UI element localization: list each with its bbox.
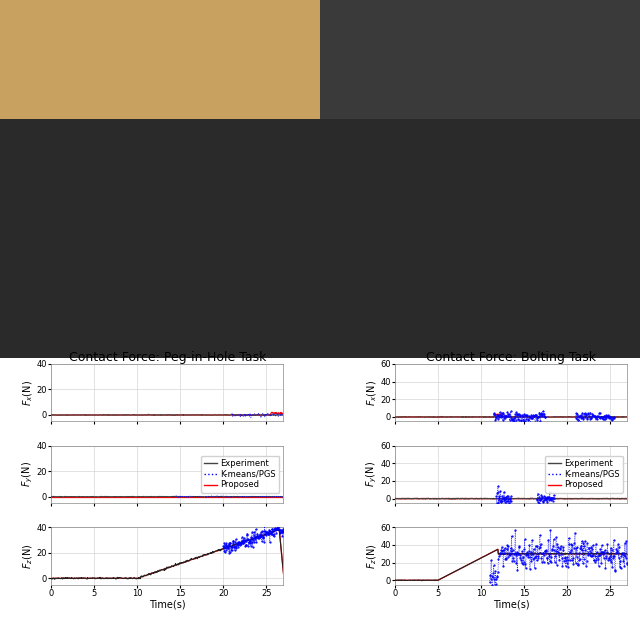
Legend: Experiment, K-means/PGS, Proposed: Experiment, K-means/PGS, Proposed (545, 456, 623, 493)
Y-axis label: $F_z$(N): $F_z$(N) (22, 543, 35, 569)
Y-axis label: $F_z$(N): $F_z$(N) (365, 543, 379, 569)
Y-axis label: $F_y$(N): $F_y$(N) (364, 462, 379, 487)
Legend: Experiment, K-means/PGS, Proposed: Experiment, K-means/PGS, Proposed (201, 456, 279, 493)
Title: Contact Force: Peg-in-Hole Task: Contact Force: Peg-in-Hole Task (68, 351, 266, 364)
Y-axis label: $F_x$(N): $F_x$(N) (22, 379, 35, 406)
X-axis label: Time(s): Time(s) (493, 599, 529, 609)
Y-axis label: $F_x$(N): $F_x$(N) (365, 379, 379, 406)
Title: Contact Force: Bolting Task: Contact Force: Bolting Task (426, 351, 596, 364)
Y-axis label: $F_y$(N): $F_y$(N) (20, 462, 35, 487)
X-axis label: Time(s): Time(s) (149, 599, 186, 609)
